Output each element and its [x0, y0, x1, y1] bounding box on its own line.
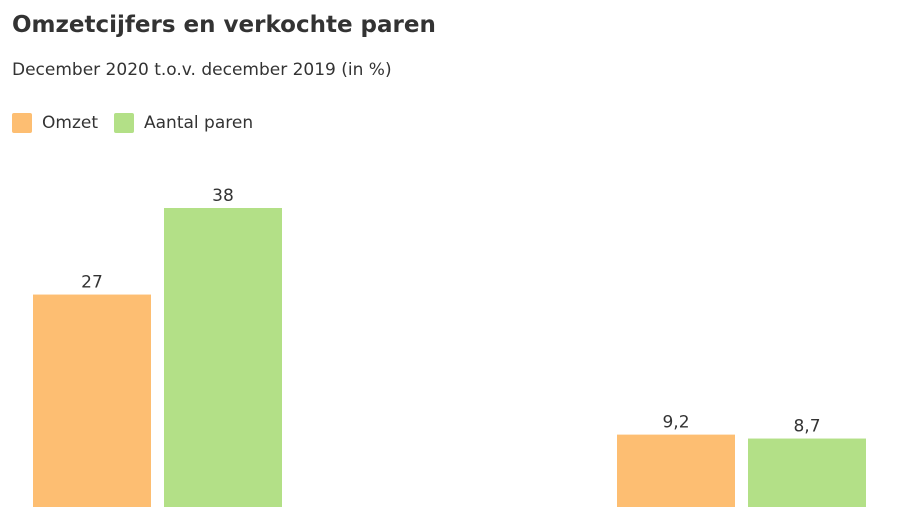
- data-label-aantal-paren-2: 8,7: [793, 417, 820, 437]
- bar-aantal-paren-1: [164, 208, 282, 507]
- legend: Omzet Aantal paren: [12, 113, 269, 133]
- data-label-aantal-paren-1: 38: [212, 186, 234, 206]
- data-label-omzet-2: 9,2: [662, 413, 689, 433]
- legend-item-omzet: Omzet: [12, 113, 98, 133]
- chart-subtitle: December 2020 t.o.v. december 2019 (in %…: [12, 60, 392, 80]
- legend-label-omzet: Omzet: [42, 113, 98, 133]
- legend-swatch-omzet: [12, 113, 32, 133]
- bar-aantal-paren-2: [748, 438, 866, 507]
- data-label-omzet-1: 27: [81, 273, 103, 293]
- bar-omzet-2: [617, 434, 735, 507]
- bar-omzet-1: [33, 294, 151, 507]
- legend-label-aantal-paren: Aantal paren: [144, 113, 254, 133]
- legend-swatch-aantal-paren: [114, 113, 134, 133]
- legend-item-aantal-paren: Aantal paren: [114, 113, 253, 133]
- chart-title: Omzetcijfers en verkochte paren: [12, 12, 436, 38]
